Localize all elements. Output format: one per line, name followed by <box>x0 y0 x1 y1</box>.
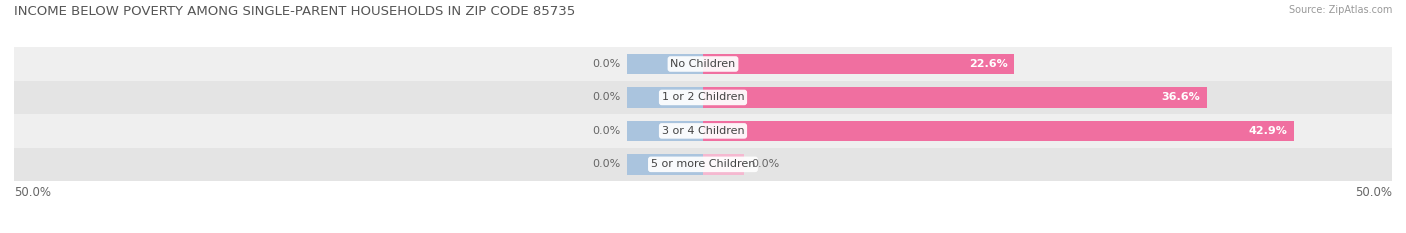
Text: 0.0%: 0.0% <box>592 59 620 69</box>
Text: Source: ZipAtlas.com: Source: ZipAtlas.com <box>1288 5 1392 15</box>
Text: 0.0%: 0.0% <box>592 159 620 169</box>
Bar <box>14 148 1392 181</box>
Text: 42.9%: 42.9% <box>1249 126 1288 136</box>
Text: 1 or 2 Children: 1 or 2 Children <box>662 93 744 103</box>
Text: 0.0%: 0.0% <box>751 159 779 169</box>
Bar <box>627 120 703 141</box>
Legend: Single Father, Single Mother: Single Father, Single Mother <box>589 232 817 233</box>
Text: 50.0%: 50.0% <box>1355 186 1392 199</box>
Text: 3 or 4 Children: 3 or 4 Children <box>662 126 744 136</box>
Bar <box>627 54 703 74</box>
Bar <box>703 154 744 175</box>
Text: No Children: No Children <box>671 59 735 69</box>
Bar <box>14 114 1392 148</box>
Bar <box>627 87 703 108</box>
Text: 36.6%: 36.6% <box>1161 93 1201 103</box>
Bar <box>703 54 1014 74</box>
Bar <box>14 47 1392 81</box>
Bar <box>627 154 703 175</box>
Bar <box>703 87 1208 108</box>
Bar <box>14 81 1392 114</box>
Text: 5 or more Children: 5 or more Children <box>651 159 755 169</box>
Text: 50.0%: 50.0% <box>14 186 51 199</box>
Text: 0.0%: 0.0% <box>592 126 620 136</box>
Text: 0.0%: 0.0% <box>592 93 620 103</box>
Text: 22.6%: 22.6% <box>969 59 1008 69</box>
Text: INCOME BELOW POVERTY AMONG SINGLE-PARENT HOUSEHOLDS IN ZIP CODE 85735: INCOME BELOW POVERTY AMONG SINGLE-PARENT… <box>14 5 575 18</box>
Bar <box>703 120 1294 141</box>
